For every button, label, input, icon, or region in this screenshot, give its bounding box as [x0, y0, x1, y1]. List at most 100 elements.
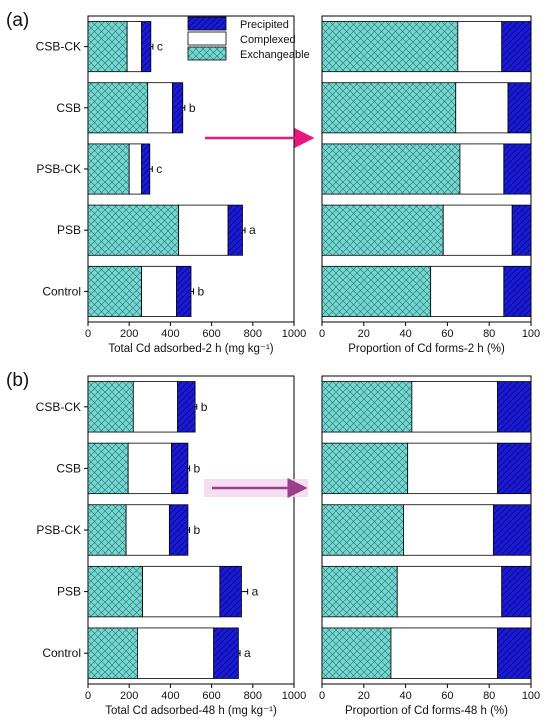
x-axis-label: Total Cd adsorbed-2 h (mg kg⁻¹): [108, 343, 273, 355]
bar-exchangeable-psb: [321, 204, 444, 256]
x-tick-label: 200: [120, 328, 138, 340]
bar-complexed-psb-ck: [128, 143, 142, 195]
category-label-control: Control: [42, 646, 81, 660]
bar-complexed-csb-ck: [126, 21, 142, 73]
bar-precipited-csb: [172, 82, 184, 134]
bar-precipited-psb: [501, 565, 532, 618]
x-tick-label: 1000: [282, 328, 306, 340]
legend-swatch-exchangeable: [187, 46, 227, 61]
bar-exchangeable-psb-ck: [321, 504, 404, 556]
bar-exchangeable-control: [87, 627, 138, 679]
bar-exchangeable-psb: [321, 565, 398, 618]
bar-exchangeable-control: [87, 265, 142, 317]
x-tick-label: 1000: [282, 690, 306, 702]
bar-exchangeable-psb-ck: [87, 143, 130, 195]
x-tick-label: 40: [399, 328, 411, 340]
category-label-csb-ck: CSB-CK: [36, 400, 81, 414]
bar-precipited-csb-ck: [177, 381, 196, 433]
x-axis-label: Proportion of Cd forms-48 h (%): [345, 705, 508, 717]
bar-exchangeable-psb: [87, 204, 180, 256]
bar-complexed-psb-ck: [403, 504, 494, 556]
category-label-csb: CSB: [56, 101, 81, 115]
bar-precipited-psb-ck: [492, 504, 532, 556]
significance-letter-csb-ck: c: [157, 40, 163, 54]
bar-precipited-csb-ck: [141, 21, 152, 73]
x-tick-label: 60: [441, 328, 453, 340]
bar-complexed-psb: [178, 204, 229, 256]
x-tick-label: 800: [244, 690, 262, 702]
bar-exchangeable-csb-ck: [321, 381, 413, 433]
chart-a-proportion-2h: 0 20 40 60 80 100 Proportion of Cd forms-2 h (…: [319, 15, 540, 355]
x-tick-label: 400: [161, 690, 179, 702]
x-tick-label: 0: [85, 690, 91, 702]
bar-exchangeable-csb: [321, 442, 409, 495]
bar-precipited-control: [213, 627, 239, 679]
bar-precipited-control: [497, 627, 532, 679]
chart-a-total-2h: 0 200 400 600 800 1000 Total Cd adsorbed-2 h (…: [36, 15, 306, 355]
bar-complexed-psb-ck: [125, 504, 170, 556]
x-tick-label: 0: [85, 328, 91, 340]
bar-exchangeable-csb-ck: [87, 381, 134, 433]
bar-complexed-csb: [407, 442, 498, 495]
bar-exchangeable-control: [321, 627, 392, 679]
category-label-csb-ck: CSB-CK: [36, 40, 81, 54]
bar-complexed-csb-ck: [132, 381, 179, 433]
x-tick-label: 800: [244, 328, 262, 340]
x-tick-label: 20: [358, 690, 370, 702]
significance-letter-control: b: [197, 284, 204, 298]
significance-letter-control: a: [244, 646, 251, 660]
bar-complexed-psb: [142, 565, 221, 618]
bar-complexed-control: [137, 627, 215, 679]
legend-label-complexed: Complexed: [240, 34, 296, 46]
legend-label-exchangeable: Exchangeable: [240, 49, 310, 61]
bar-complexed-control: [390, 627, 498, 679]
bar-exchangeable-csb: [87, 82, 149, 134]
bar-complexed-psb-ck: [459, 143, 505, 195]
bar-complexed-control: [141, 265, 177, 317]
bar-precipited-csb: [507, 82, 532, 134]
bar-complexed-psb: [442, 204, 513, 256]
x-tick-label: 600: [202, 328, 220, 340]
chart-b-total-48h: 0 200 400 600 800 1000 Total Cd adsorbed-48 h …: [36, 375, 306, 717]
legend: Precipited Complexed Exchangeable: [187, 16, 310, 61]
category-label-psb: PSB: [57, 223, 81, 237]
bar-complexed-control: [430, 265, 505, 317]
bar-precipited-psb: [511, 204, 532, 256]
bar-complexed-csb: [455, 82, 509, 134]
bar-exchangeable-csb: [87, 442, 129, 495]
bar-precipited-csb-ck: [497, 381, 532, 433]
bar-precipited-control: [176, 265, 192, 317]
x-tick-label: 0: [319, 690, 325, 702]
bar-exchangeable-psb-ck: [87, 504, 127, 556]
bar-precipited-psb-ck: [503, 143, 532, 195]
bar-exchangeable-csb-ck: [321, 21, 459, 73]
category-label-control: Control: [42, 284, 81, 298]
category-label-psb-ck: PSB-CK: [36, 523, 81, 537]
x-axis-label: Total Cd adsorbed-48 h (mg kg⁻¹): [105, 705, 277, 717]
bar-precipited-control: [503, 265, 532, 317]
significance-letter-psb: a: [249, 223, 256, 237]
x-tick-label: 40: [399, 690, 411, 702]
bar-precipited-csb: [171, 442, 189, 495]
category-label-csb: CSB: [56, 461, 81, 475]
x-tick-label: 20: [358, 328, 370, 340]
bar-precipited-psb: [219, 565, 242, 618]
bar-complexed-csb-ck: [457, 21, 503, 73]
x-tick-label: 400: [161, 328, 179, 340]
significance-letter-csb-ck: b: [201, 400, 208, 414]
bar-exchangeable-control: [321, 265, 432, 317]
significance-letter-psb: a: [252, 585, 259, 599]
legend-swatch-precipited: [187, 16, 227, 31]
x-tick-label: 80: [483, 690, 495, 702]
legend-label-precipited: Precipited: [240, 19, 289, 31]
x-tick-label: 600: [202, 690, 220, 702]
panel-label-a: (a): [6, 10, 29, 31]
bar-precipited-csb-ck: [501, 21, 532, 73]
bar-complexed-psb: [396, 565, 503, 618]
x-axis-label: Proportion of Cd forms-2 h (%): [348, 343, 505, 355]
chart-b-proportion-48h: 0 20 40 60 80 100 Proportion of Cd forms-48 h …: [319, 375, 540, 717]
significance-letter-psb-ck: b: [194, 523, 201, 537]
bar-precipited-psb-ck: [168, 504, 189, 556]
x-tick-label: 100: [522, 328, 540, 340]
